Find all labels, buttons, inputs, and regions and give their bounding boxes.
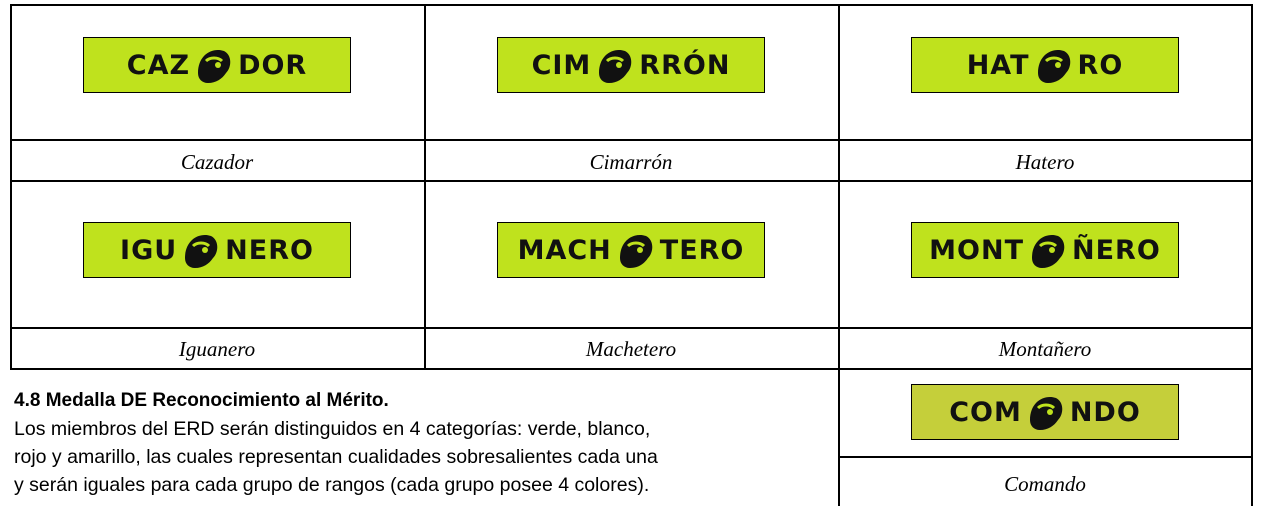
badge-text: RRÓN xyxy=(639,49,731,81)
rule xyxy=(10,139,1253,141)
rule xyxy=(10,4,1253,6)
caption: Machetero xyxy=(585,337,677,361)
badge: HAT RO xyxy=(911,37,1179,93)
rule xyxy=(10,368,1253,370)
body-line: rojo y amarillo, las cuales representan … xyxy=(14,446,658,468)
badge-icon xyxy=(1037,49,1070,83)
badge-text: MONT xyxy=(929,234,1025,266)
badge-text: CIM xyxy=(531,49,592,81)
badge-icon xyxy=(198,49,231,83)
badge: MACH TERO xyxy=(497,222,765,278)
badge: COM NDO xyxy=(911,384,1179,440)
badge: IGU NERO xyxy=(83,222,351,278)
caption: Iguanero xyxy=(178,337,256,361)
badge-text: CAZ xyxy=(126,49,191,81)
badge-icon xyxy=(599,49,632,83)
badge-text: MACH xyxy=(517,234,612,266)
badge-text: TERO xyxy=(659,234,745,266)
rule xyxy=(838,456,1253,458)
badge-icon xyxy=(1029,396,1063,430)
body-line: Los miembros del ERD serán distinguidos … xyxy=(14,418,651,440)
rule xyxy=(838,4,840,506)
rule xyxy=(10,4,12,370)
badge-text: DOR xyxy=(238,49,308,81)
badge-text: NDO xyxy=(1069,396,1141,428)
caption: Cimarrón xyxy=(589,150,673,174)
badge-icon xyxy=(619,234,653,268)
badge-text: ÑERO xyxy=(1072,234,1161,266)
section-heading: 4.8 Medalla DE Reconocimiento al Mérito. xyxy=(14,390,389,411)
caption: Montañero xyxy=(998,337,1092,361)
badge-text: RO xyxy=(1077,49,1124,81)
badge-icon xyxy=(185,234,218,268)
rule xyxy=(1251,4,1253,506)
caption: Cazador xyxy=(180,150,254,174)
rule xyxy=(424,4,426,370)
badge-text: COM xyxy=(949,396,1022,428)
badge: CIM RRÓN xyxy=(497,37,765,93)
badge-text: NERO xyxy=(225,234,314,266)
body-line: y serán iguales para cada grupo de rango… xyxy=(14,474,650,496)
caption: Comando xyxy=(1004,472,1086,496)
badge-icon xyxy=(1032,234,1065,268)
badge-text: IGU xyxy=(120,234,178,266)
badge: CAZ DOR xyxy=(83,37,351,93)
badge: MONT ÑERO xyxy=(911,222,1179,278)
badge-text: HAT xyxy=(966,49,1030,81)
rule xyxy=(10,327,1253,329)
rule xyxy=(10,180,1253,182)
caption: Hatero xyxy=(1015,150,1075,174)
